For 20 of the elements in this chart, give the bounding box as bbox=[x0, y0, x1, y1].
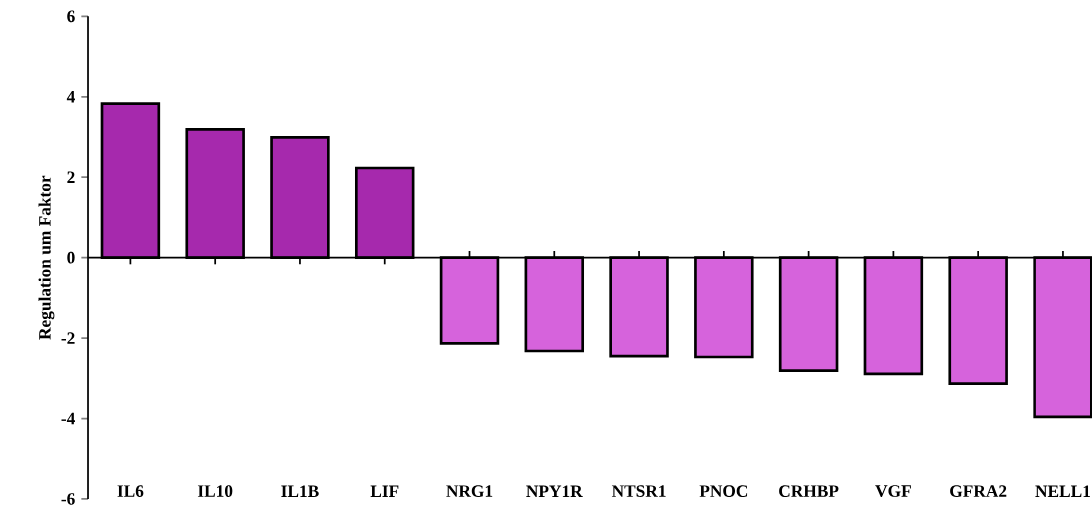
y-tick-label: 2 bbox=[67, 171, 75, 183]
x-tick-label: NRG1 bbox=[446, 485, 493, 497]
x-tick-label: IL10 bbox=[197, 485, 233, 497]
x-tick-label: IL1B bbox=[281, 485, 319, 497]
y-axis-title: Regulation um Faktor bbox=[38, 175, 55, 340]
x-tick-label: GFRA2 bbox=[950, 485, 1007, 497]
y-tick-label: -6 bbox=[61, 493, 75, 505]
x-tick-label: IL6 bbox=[117, 485, 144, 497]
y-tick-label: -4 bbox=[61, 412, 75, 425]
x-tick-label: PNOC bbox=[699, 485, 748, 497]
y-tick-label: 6 bbox=[67, 10, 75, 23]
x-tick-label: LIF bbox=[370, 485, 399, 497]
y-tick-label: 4 bbox=[66, 91, 75, 103]
x-tick-label: NELL1 bbox=[1035, 485, 1090, 497]
y-tick-label: -2 bbox=[61, 332, 75, 344]
y-tick-label: 0 bbox=[67, 251, 75, 264]
x-tick-label: NPY1R bbox=[526, 485, 583, 497]
x-tick-label: VGF bbox=[875, 485, 911, 497]
x-tick-label: CRHBP bbox=[779, 485, 839, 497]
x-tick-label: NTSR1 bbox=[611, 485, 666, 497]
